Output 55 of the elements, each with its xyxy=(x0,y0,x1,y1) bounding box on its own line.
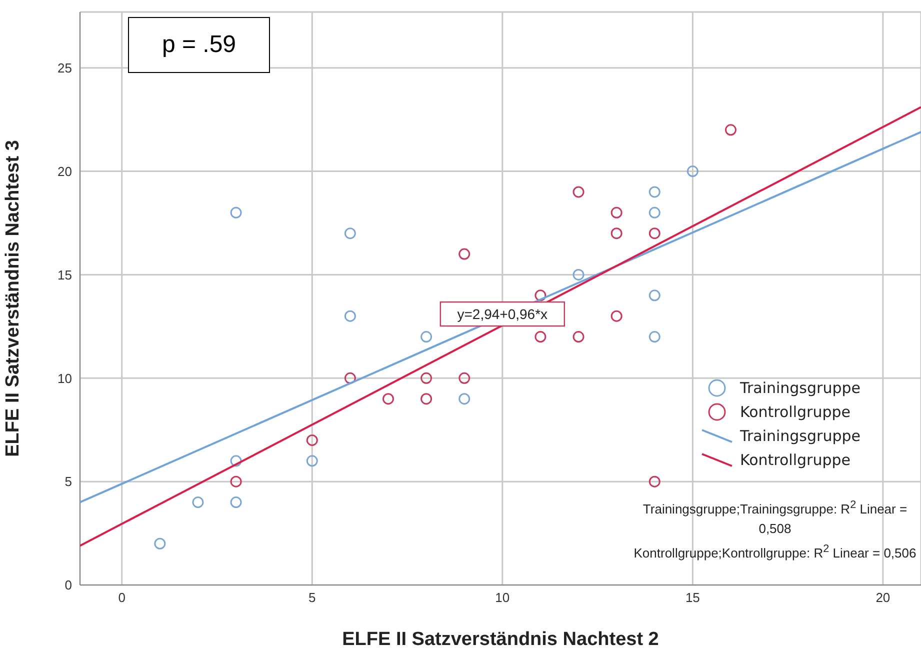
point xyxy=(154,538,166,550)
legend-label: Kontrollgruppe xyxy=(740,451,850,469)
legend-label: Kontrollgruppe xyxy=(740,403,850,421)
point xyxy=(648,228,660,240)
y-tick-label: 15 xyxy=(58,267,72,282)
y-tick-label: 25 xyxy=(58,60,72,76)
point xyxy=(458,372,470,384)
annotation: Kontrollgruppe;Kontrollgruppe: R$^{2}$ Linear = 0,506 xyxy=(632,542,918,562)
y-tick-label: 5 xyxy=(64,474,72,490)
y-axis-title: ELFE II Satzverständnis Nachtest 3 xyxy=(2,140,24,457)
point xyxy=(306,455,318,467)
point xyxy=(610,310,622,322)
point xyxy=(230,206,242,218)
point xyxy=(648,206,660,218)
point xyxy=(192,496,204,508)
legend-label: Trainingsgruppe xyxy=(740,427,860,445)
x-tick-label: 0 xyxy=(118,590,126,606)
point xyxy=(572,331,584,343)
x-tick-label: 5 xyxy=(308,590,316,606)
point xyxy=(648,186,660,198)
point xyxy=(230,455,242,467)
point xyxy=(344,372,356,384)
point xyxy=(648,476,660,488)
point xyxy=(648,290,660,302)
x-axis-title: ELFE II Satzverständnis Nachtest 2 xyxy=(342,629,659,650)
point xyxy=(458,248,470,260)
point xyxy=(306,434,318,446)
point xyxy=(420,393,432,405)
point xyxy=(420,331,432,343)
y-tick-label: 20 xyxy=(58,164,72,179)
x-tick-label: 20 xyxy=(876,590,890,606)
annotation: p = .59 xyxy=(128,17,270,73)
point xyxy=(458,393,470,405)
text: Trainingsgruppe;Trainingsgruppe: R$^{2}$ Linear = 0,508 xyxy=(642,499,908,536)
point xyxy=(648,331,660,343)
y-tick-label: 10 xyxy=(58,370,72,386)
legend-label: Trainingsgruppe xyxy=(740,379,860,397)
point xyxy=(572,268,584,280)
point xyxy=(610,228,622,240)
x-tick-label: 15 xyxy=(685,590,700,606)
point xyxy=(382,393,394,405)
x-tick-label: 10 xyxy=(495,590,510,606)
point xyxy=(344,310,356,322)
point xyxy=(724,124,736,136)
annotation: y=2,94+0,96*x xyxy=(457,306,548,322)
point xyxy=(420,372,432,384)
point xyxy=(344,228,356,240)
point xyxy=(572,186,584,198)
point xyxy=(610,206,622,218)
point xyxy=(686,166,698,178)
y-tick-label: 0 xyxy=(64,578,72,593)
point xyxy=(230,476,242,488)
point xyxy=(534,290,546,302)
point xyxy=(230,496,242,508)
point xyxy=(534,331,546,343)
